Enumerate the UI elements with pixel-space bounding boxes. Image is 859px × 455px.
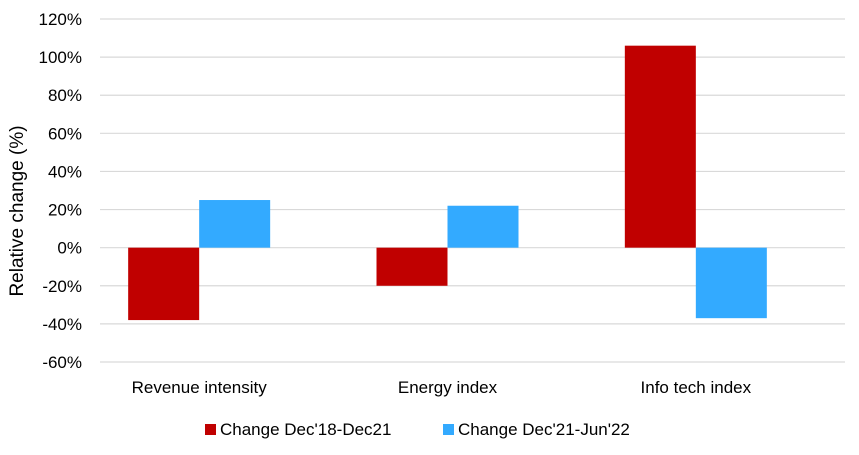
legend-swatch-series-1 [205, 424, 216, 435]
y-tick-label: 60% [48, 124, 82, 143]
y-tick-label: 120% [39, 10, 82, 29]
legend-label-series-2: Change Dec'21-Jun'22 [458, 420, 630, 439]
legend-swatch-series-2 [443, 424, 454, 435]
bar-series-1-0 [128, 247, 200, 321]
y-tick-label: 80% [48, 86, 82, 105]
bar-series-1-2 [624, 45, 696, 248]
y-axis-label: Relative change (%) [7, 125, 28, 296]
x-axis-category-labels: Revenue intensity Energy index Info tech i… [132, 378, 752, 397]
y-tick-label: 100% [39, 48, 82, 67]
y-tick-label: -40% [42, 315, 82, 334]
y-tick-label: 0% [57, 239, 82, 258]
y-tick-label: 20% [48, 201, 82, 220]
y-tick-label: -20% [42, 277, 82, 296]
bar-series-2-2 [695, 247, 767, 319]
x-category-label: Revenue intensity [132, 378, 268, 397]
legend: Change Dec'18-Dec21 Change Dec'21-Jun'22 [205, 420, 630, 439]
bar-series-2-0 [199, 200, 271, 248]
y-tick-label: -60% [42, 353, 82, 372]
bar-series-1-1 [376, 247, 448, 286]
bar-series-2-1 [447, 205, 519, 248]
bars [128, 45, 767, 321]
x-category-label: Info tech index [641, 378, 752, 397]
x-category-label: Energy index [398, 378, 498, 397]
y-tick-label: 40% [48, 162, 82, 181]
y-axis-tick-labels: 120% 100% 80% 60% 40% 20% 0% -20% -40% -60% [39, 10, 82, 372]
legend-label-series-1: Change Dec'18-Dec21 [220, 420, 391, 439]
